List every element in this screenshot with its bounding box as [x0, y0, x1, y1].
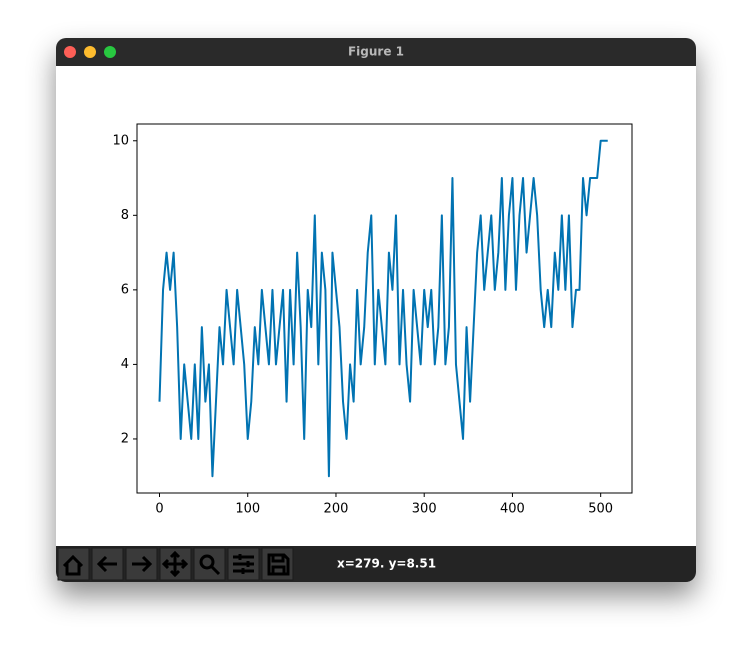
minimize-button[interactable] [84, 46, 96, 58]
title-bar [56, 38, 696, 66]
y-tick-label: 8 [121, 208, 129, 223]
toolbar-buttons [57, 547, 294, 581]
x-tick-label: 200 [324, 502, 349, 517]
x-tick-label: 400 [500, 502, 525, 517]
x-tick-label: 500 [588, 502, 613, 517]
zoom-button[interactable] [104, 46, 116, 58]
zoom-tool-button[interactable] [193, 547, 226, 581]
x-tick-label: 300 [412, 502, 437, 517]
x-tick-label: 0 [155, 502, 163, 517]
x-tick-label: 100 [235, 502, 260, 517]
cursor-status: x=279. y=8.51 [337, 557, 436, 571]
configure-button[interactable] [227, 547, 260, 581]
home-button[interactable] [57, 547, 90, 581]
line-series [158, 139, 608, 478]
window-title: Figure 1 [348, 45, 404, 59]
pan-button[interactable] [159, 547, 192, 581]
back-button[interactable] [91, 547, 124, 581]
y-tick-label: 6 [121, 282, 129, 297]
forward-button[interactable] [125, 547, 158, 581]
y-tick-label: 10 [112, 133, 129, 148]
y-tick-label: 2 [121, 431, 129, 446]
save-button[interactable] [261, 547, 294, 581]
close-button[interactable] [64, 46, 76, 58]
y-tick-label: 4 [121, 357, 129, 372]
